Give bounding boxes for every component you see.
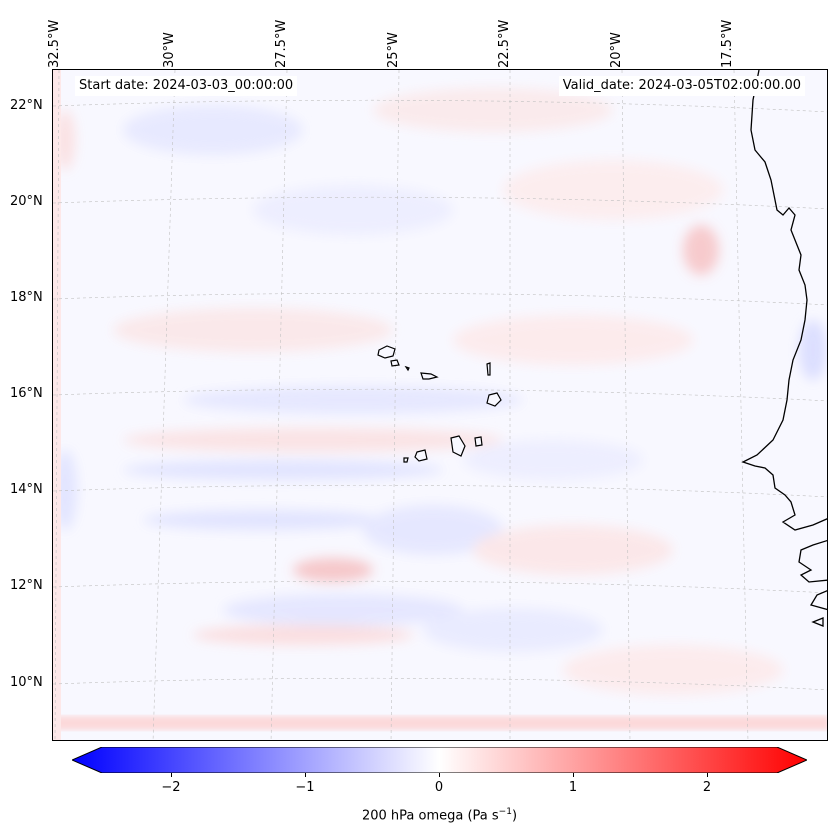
lon-label: 17.5°W <box>720 19 735 68</box>
colorbar-tick-mark <box>305 773 306 777</box>
lat-label: 18°N <box>10 290 43 305</box>
colorbar-tick-label: −1 <box>295 780 315 795</box>
lon-label: 22.5°W <box>497 19 512 68</box>
colorbar-tick-mark <box>573 773 574 777</box>
map-panel <box>52 69 828 741</box>
omega-field <box>53 70 827 740</box>
colorbar-tick-mark <box>171 773 172 777</box>
lon-label: 30°W <box>162 32 177 68</box>
colorbar-tick-label: 1 <box>568 780 578 795</box>
colorbar-tick-label: 0 <box>434 780 444 795</box>
colorbar-tick-label: 2 <box>702 780 712 795</box>
colorbar-tick-label: −2 <box>161 780 181 795</box>
valid-date-label: Valid_date: 2024-03-05T02:00:00.00 <box>558 76 805 96</box>
lat-label: 20°N <box>10 194 43 209</box>
lat-label: 14°N <box>10 482 43 497</box>
colorbar <box>72 747 807 773</box>
lat-label: 10°N <box>10 675 43 690</box>
lon-label: 25°W <box>386 32 401 68</box>
start-date-label: Start date: 2024-03-03_00:00:00 <box>75 76 298 96</box>
lon-label: 27.5°W <box>274 19 289 68</box>
colorbar-tick-mark <box>707 773 708 777</box>
lat-label: 22°N <box>10 98 43 113</box>
colorbar-tick-mark <box>439 773 440 777</box>
coastline <box>741 70 827 627</box>
colorbar-label: 200 hPa omega (Pa s−1) <box>361 807 518 824</box>
lon-label: 20°W <box>609 32 624 68</box>
lon-label: 32.5°W <box>47 19 62 68</box>
lat-label: 12°N <box>10 578 43 593</box>
cape-verde-islands <box>377 345 502 463</box>
lat-label: 16°N <box>10 386 43 401</box>
